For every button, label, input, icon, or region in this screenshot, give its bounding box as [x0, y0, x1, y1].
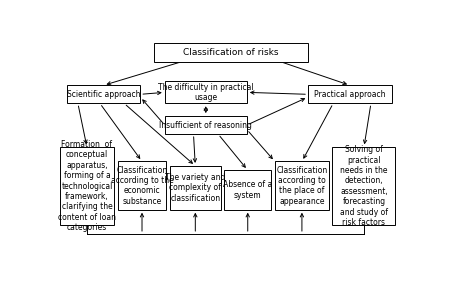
Text: Formation  of
conceptual
apparatus,
forming of a
technological
framework,
clarif: Formation of conceptual apparatus, formi… [58, 140, 116, 232]
FancyBboxPatch shape [224, 170, 272, 210]
Text: Solving of
practical
needs in the
detection,
assessment,
forecasting
and study o: Solving of practical needs in the detect… [340, 145, 388, 227]
FancyBboxPatch shape [275, 162, 329, 210]
FancyBboxPatch shape [67, 85, 140, 103]
Text: The difficulty in practical
usage: The difficulty in practical usage [158, 83, 253, 102]
FancyBboxPatch shape [165, 116, 247, 134]
FancyBboxPatch shape [332, 147, 396, 225]
Text: Absence of a
system: Absence of a system [223, 180, 272, 200]
FancyBboxPatch shape [154, 43, 308, 62]
Text: Scientific approach: Scientific approach [67, 90, 140, 99]
Text: Practical approach: Practical approach [314, 90, 386, 99]
Text: The variety and
complexity of
classification: The variety and complexity of classifica… [165, 173, 226, 203]
FancyBboxPatch shape [60, 147, 114, 225]
FancyBboxPatch shape [308, 85, 392, 103]
FancyBboxPatch shape [165, 82, 247, 103]
Text: Classification
according to
the place of
appearance: Classification according to the place of… [276, 166, 327, 206]
Text: Classification of risks: Classification of risks [184, 48, 279, 57]
FancyBboxPatch shape [118, 162, 166, 210]
Text: Insufficient of reasoning: Insufficient of reasoning [159, 121, 252, 130]
Text: Classification
according to the
economic
substance: Classification according to the economic… [110, 166, 173, 206]
FancyBboxPatch shape [170, 166, 221, 210]
